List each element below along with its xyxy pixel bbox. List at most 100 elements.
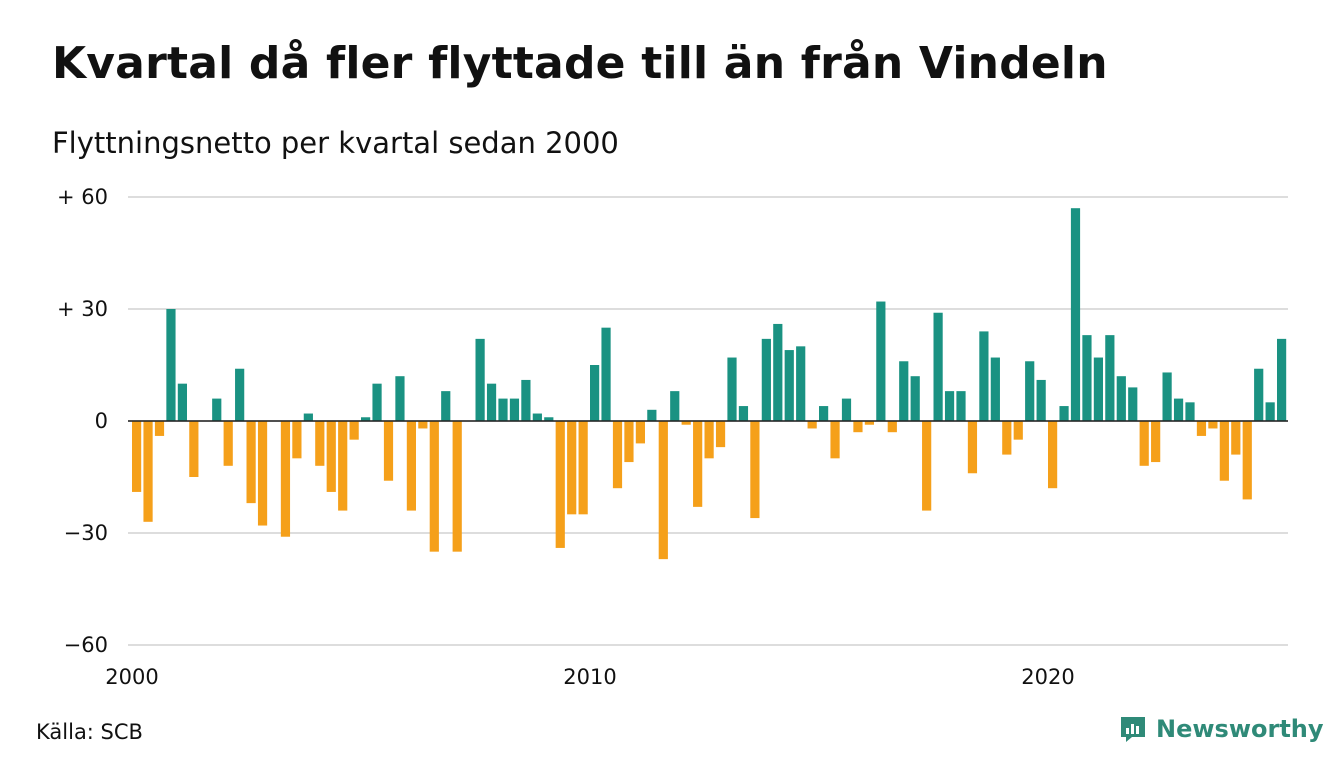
bar (1070, 208, 1081, 421)
bar (372, 383, 382, 421)
bar (361, 417, 371, 421)
source-note: Källa: SCB (36, 720, 143, 744)
chart-subtitle: Flyttningsnetto per kvartal sedan 2000 (52, 126, 619, 160)
bar (979, 331, 989, 421)
bar (578, 421, 588, 515)
bar (612, 421, 623, 489)
bar (1002, 421, 1012, 455)
bar (899, 361, 909, 421)
y-tick-label: −60 (64, 633, 108, 657)
bar (681, 421, 691, 425)
bar (1265, 402, 1275, 421)
bar (704, 421, 714, 459)
bar (395, 376, 405, 421)
bar (315, 421, 325, 466)
bar (1231, 421, 1241, 455)
bar (715, 421, 726, 448)
bar (1151, 421, 1161, 463)
bar (750, 421, 760, 519)
bar (1196, 421, 1207, 436)
bar (303, 413, 313, 421)
bar (235, 368, 245, 421)
bar (567, 421, 577, 515)
x-tick-label: 2020 (1021, 665, 1074, 689)
bar (1139, 421, 1149, 466)
bar (349, 421, 359, 440)
bar (922, 421, 932, 511)
bar (177, 383, 187, 421)
bar (1036, 379, 1046, 421)
bar (624, 421, 634, 463)
bar (418, 421, 428, 429)
bar (555, 421, 565, 548)
bar (1093, 357, 1103, 421)
bar (429, 421, 439, 552)
bar (990, 357, 1000, 421)
bar (1025, 361, 1035, 421)
bar (658, 421, 668, 560)
bar (189, 421, 199, 477)
bar (1116, 376, 1126, 421)
bar (933, 312, 943, 421)
bar (383, 421, 394, 481)
bar (910, 376, 920, 421)
bar (647, 409, 657, 421)
bar (1059, 406, 1069, 421)
brand-logo[interactable]: Newsworthy (1118, 714, 1324, 744)
bar (338, 421, 348, 511)
bar (1219, 421, 1229, 481)
x-tick-label: 2010 (563, 665, 616, 689)
bar (784, 350, 794, 421)
bar (246, 421, 256, 504)
bar (154, 421, 165, 436)
bar (887, 421, 897, 433)
bar (521, 379, 531, 421)
bar (532, 413, 542, 421)
bar (143, 421, 153, 522)
bar (761, 338, 771, 421)
bar (670, 391, 680, 421)
bar (635, 421, 645, 444)
x-tick-label: 2000 (105, 665, 158, 689)
bar (807, 421, 817, 429)
bar (452, 421, 462, 552)
bar-chart: + 60 + 30 0 −30 −60 2000 2010 2020 (57, 185, 1288, 689)
bar (223, 421, 233, 466)
bar (1082, 335, 1092, 421)
bar (1128, 387, 1138, 421)
bar (326, 421, 336, 492)
bar (1208, 421, 1218, 429)
bar (1105, 335, 1115, 421)
bar (166, 309, 176, 421)
bar (1242, 421, 1252, 500)
bar (486, 383, 497, 421)
bar (509, 398, 520, 421)
bar (738, 406, 749, 421)
bar (441, 391, 451, 421)
bar (1185, 402, 1195, 421)
bar (864, 421, 874, 425)
bar (212, 398, 222, 421)
y-tick-label: −30 (64, 521, 108, 545)
bar (132, 421, 142, 492)
bar (876, 301, 886, 421)
bar (830, 421, 840, 459)
bar (773, 323, 783, 421)
bar (853, 421, 863, 433)
bar (841, 398, 852, 421)
bar (693, 421, 703, 507)
y-tick-label: + 30 (57, 297, 108, 321)
bar (406, 421, 416, 511)
bar (1048, 421, 1058, 489)
bar (1162, 372, 1172, 421)
y-tick-label: + 60 (57, 185, 108, 209)
bar (1013, 421, 1023, 440)
bar (727, 357, 737, 421)
bar (601, 327, 611, 421)
bar (956, 391, 966, 421)
bar (796, 346, 806, 421)
bar (498, 398, 508, 421)
bar (257, 421, 268, 526)
bar (1277, 338, 1287, 421)
bar (475, 338, 485, 421)
